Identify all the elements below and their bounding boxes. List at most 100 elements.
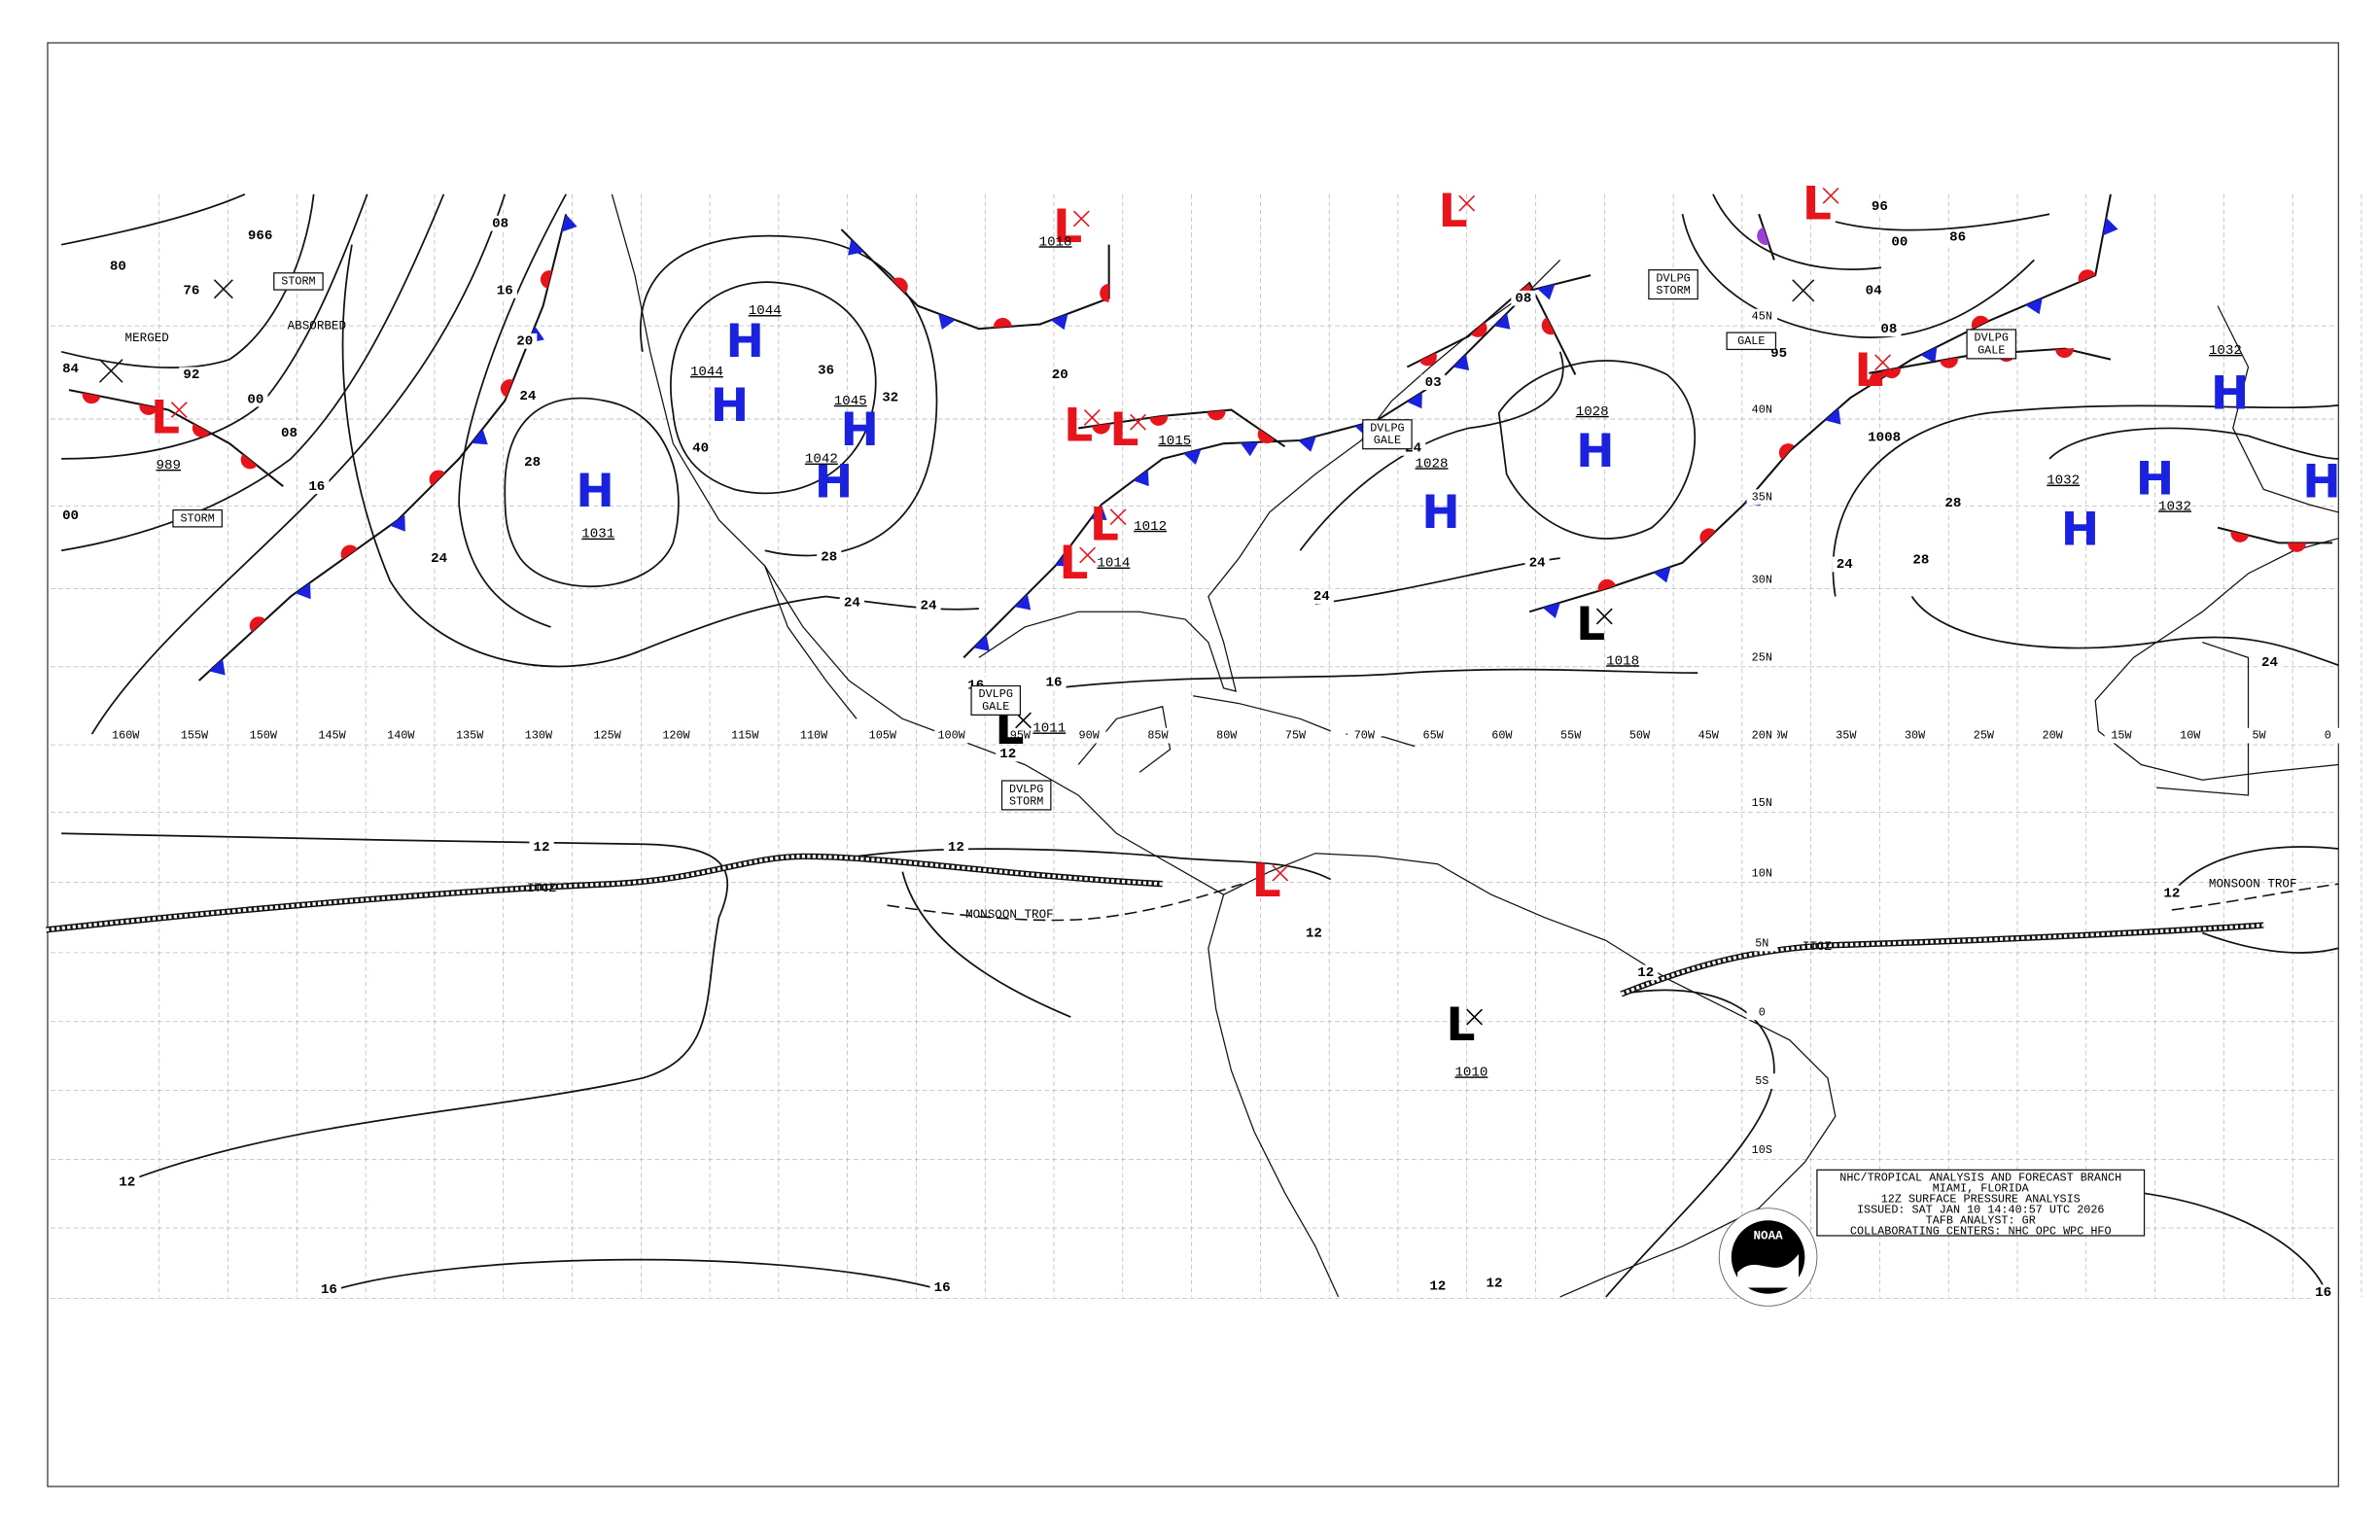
- label-bg: [839, 594, 864, 611]
- front-line: [1758, 213, 1775, 261]
- central-pressure: 1015: [1158, 434, 1191, 449]
- warm-front-pip: [429, 470, 445, 486]
- label-bg: [659, 727, 693, 744]
- warm-front-pip: [249, 616, 266, 633]
- central-pressure: 989: [157, 458, 181, 473]
- logo-gull: [1737, 1253, 1800, 1288]
- latitude-label: 10N: [1752, 866, 1772, 880]
- label-bg: [1140, 727, 1175, 744]
- isobar-label: 12: [1637, 965, 1654, 981]
- isobar-label: 80: [110, 259, 126, 274]
- isobar: [60, 193, 315, 369]
- label-bg: [512, 332, 538, 349]
- low-x: [1072, 210, 1090, 228]
- cold-front-pip: [1050, 313, 1068, 331]
- isobar-label: 12: [999, 747, 1016, 762]
- warning-text: STORM: [1009, 794, 1043, 808]
- isobar-label: 24: [1837, 557, 1853, 573]
- isobar-label: 12: [534, 840, 550, 856]
- warm-front-pip: [1778, 443, 1795, 460]
- isobar-label: 24: [431, 551, 447, 567]
- low-x: [1272, 864, 1289, 882]
- warning-box: [172, 508, 223, 528]
- coastline: [2156, 642, 2250, 796]
- info-text: NHC/TROPICAL ANALYSIS AND FORECAST BRANC…: [1839, 1171, 2121, 1184]
- low-center: L: [1802, 177, 1832, 230]
- central-pressure: 1045: [834, 394, 867, 409]
- central-pressure: 1044: [749, 303, 782, 319]
- central-pressure: 1014: [1097, 556, 1130, 572]
- label-bg: [814, 362, 839, 378]
- label-bg: [57, 361, 84, 376]
- warm-front-pip: [1092, 423, 1110, 435]
- label-bg: [1301, 925, 1326, 941]
- warm-front-pip: [82, 392, 101, 404]
- isobar-label: 12: [1306, 926, 1322, 941]
- isobar-label: 24: [844, 595, 860, 611]
- latitude-label: 45N: [1752, 310, 1772, 324]
- cold-front-pip: [1298, 436, 1316, 452]
- latitude-label: 20N: [1752, 729, 1772, 743]
- label-bg: [1746, 402, 1778, 418]
- label-bg: [246, 727, 281, 744]
- low-center: L: [1854, 344, 1883, 398]
- cold-front-pip: [1537, 284, 1556, 300]
- longitude-label: 60W: [1491, 729, 1513, 743]
- label-bg: [2311, 1284, 2336, 1301]
- central-pressure: 1028: [1416, 456, 1449, 472]
- cold-front-pip: [2025, 298, 2043, 315]
- label-bg: [177, 727, 212, 744]
- cold-front-pip: [295, 582, 311, 600]
- isobar-label: 24: [1529, 556, 1546, 572]
- cold-front-pip: [209, 658, 226, 676]
- label-bg: [179, 283, 204, 298]
- central-pressure: 1042: [805, 452, 838, 468]
- isobar-label: 00: [247, 392, 263, 407]
- label-bg: [796, 727, 831, 744]
- map-label: MERGED: [125, 332, 169, 345]
- isobar-label: 76: [183, 284, 199, 299]
- isobar-label: 12: [1429, 1279, 1446, 1295]
- map-label: ITCZ: [527, 882, 557, 895]
- longitude-label: 5W: [2252, 729, 2266, 743]
- isobar: [901, 871, 1071, 1018]
- label-bg: [1047, 367, 1072, 383]
- front-line: [1869, 347, 2112, 374]
- warm-front-pip: [1470, 322, 1488, 337]
- warm-front-pip: [240, 454, 258, 470]
- isobar-label: 12: [948, 840, 964, 856]
- low-center: L: [1090, 499, 1119, 552]
- label-bg: [1832, 556, 1857, 573]
- warning-box: [1000, 780, 1052, 811]
- isobar-label: 16: [308, 479, 325, 495]
- warning-box: [1648, 269, 1698, 300]
- isobar: [2171, 846, 2339, 894]
- longitude-label: 105W: [869, 729, 897, 743]
- high-center: H: [711, 379, 749, 433]
- isobar: [1835, 213, 2050, 231]
- isobar-label: 24: [1313, 589, 1330, 605]
- high-center: H: [576, 465, 613, 518]
- cold-front-pip: [1240, 441, 1259, 457]
- isobar-label: 95: [1770, 346, 1787, 362]
- longitude-label: 65W: [1422, 729, 1444, 743]
- warning-text: DVLPG: [1009, 783, 1043, 796]
- front-line: [1406, 281, 1577, 375]
- info-text: TAFB ANALYST: GR: [1926, 1213, 2036, 1227]
- longitude-label: 70W: [1354, 729, 1376, 743]
- cold-front-pip: [389, 514, 405, 532]
- high-center: H: [2061, 503, 2099, 556]
- label-bg: [529, 839, 554, 856]
- label-bg: [1416, 727, 1451, 744]
- label-bg: [817, 548, 842, 565]
- latitude-label: 25N: [1752, 650, 1772, 664]
- label-bg: [521, 727, 556, 744]
- label-bg: [688, 440, 714, 456]
- isobar-label: 36: [818, 363, 834, 378]
- cold-front-pip: [1920, 346, 1938, 364]
- label-bg: [105, 258, 130, 274]
- label-bg: [452, 727, 487, 744]
- map-label: ITCZ: [1802, 940, 1833, 954]
